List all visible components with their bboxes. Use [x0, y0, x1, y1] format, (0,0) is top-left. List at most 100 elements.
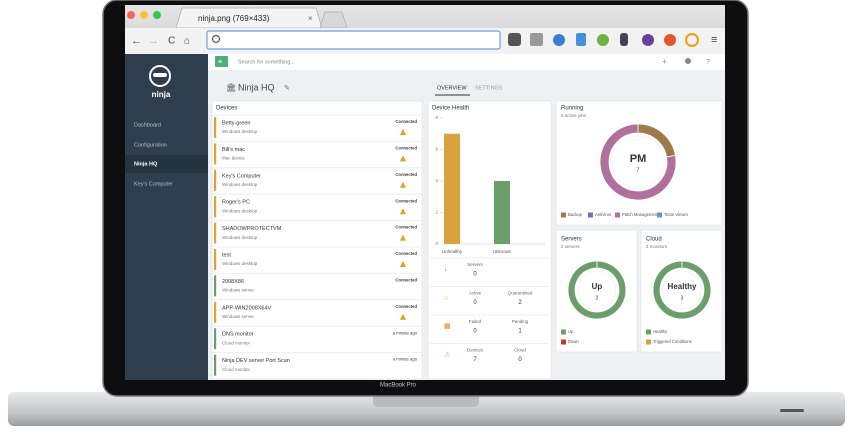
donut-inner [611, 135, 665, 189]
zoom-button[interactable] [153, 11, 161, 19]
panel-subtitle: 2 servers [561, 244, 580, 249]
device-name[interactable]: APP-WIN2008X64V [222, 305, 272, 311]
home-button[interactable]: ⌂ [184, 36, 190, 47]
device-type: Cloud monitor [222, 340, 251, 345]
bar [444, 133, 460, 244]
device-name[interactable]: test [222, 252, 231, 258]
close-button[interactable] [127, 11, 135, 19]
device-status: Connected [395, 146, 417, 151]
menu-toggle[interactable] [215, 56, 228, 67]
edit-icon[interactable]: ✎ [284, 85, 290, 92]
tab-close[interactable]: × [308, 14, 313, 23]
device-name[interactable]: Bill's mac [222, 147, 245, 153]
device-status: Connected [395, 198, 417, 203]
stat-value: 0 [473, 300, 477, 306]
device-status: Connected [395, 278, 417, 283]
extension-icon[interactable] [530, 33, 543, 46]
menu-toggle-icon: ≡ [218, 59, 222, 66]
device-type: Windows desktop [222, 129, 258, 134]
back-button[interactable]: ← [131, 35, 142, 47]
stat-value: 7 [473, 357, 477, 363]
extension-icon[interactable] [597, 34, 609, 46]
legend-swatch [657, 212, 662, 218]
stat-label: Active [469, 291, 482, 296]
status-bar [214, 301, 217, 323]
panel [211, 100, 423, 380]
extension-icon[interactable] [620, 33, 628, 46]
legend-label: Team Viewer [664, 212, 689, 217]
panel-title: Servers [561, 237, 582, 243]
legend-label: Patch Management [622, 212, 659, 217]
extension-icon[interactable] [664, 34, 676, 46]
device-name[interactable]: Ninja DEV server Port Scan [222, 358, 290, 364]
stat-value: 0 [518, 357, 522, 363]
device-type: Windows server [222, 314, 255, 319]
panel-subtitle: 5 active jobs [561, 113, 587, 118]
stat-value: 1 [518, 329, 522, 335]
user-button[interactable] [685, 58, 691, 64]
device-name[interactable]: Betty-green [222, 120, 250, 126]
tab[interactable]: OVERVIEW [437, 85, 467, 91]
status-bar [214, 143, 217, 165]
laptop-base [8, 392, 845, 426]
forward-button[interactable]: → [148, 35, 159, 47]
sidebar-item[interactable]: Dashboard [134, 122, 161, 128]
menu-button[interactable]: ≡ [711, 34, 717, 46]
add-button[interactable]: + [662, 57, 667, 66]
page-icon: 🏛 [226, 83, 236, 92]
panel-subtitle: 3 monitors [646, 244, 668, 249]
donut-value: 7 [637, 167, 640, 173]
stat-icon: ▦ [444, 323, 451, 330]
sidebar-item[interactable]: Ninja HQ [134, 161, 158, 167]
device-name[interactable]: Key's Computer [222, 173, 261, 179]
warning-icon [400, 208, 406, 215]
status-bar [214, 354, 217, 376]
legend-swatch [646, 339, 651, 345]
minimize-button[interactable] [140, 11, 148, 19]
stat-label: Cloud [514, 348, 526, 353]
address-bar[interactable] [206, 30, 501, 50]
laptop-slot [780, 409, 804, 412]
status-bar [214, 196, 217, 218]
device-name[interactable]: 2008X86 [222, 279, 244, 285]
legend-label: Antivirus [595, 212, 611, 217]
device-status: Connected [395, 225, 417, 230]
legend-swatch [615, 212, 620, 218]
stat-value: 0 [473, 329, 477, 335]
device-type: Cloud monitor [222, 367, 251, 372]
tab-title: ninja.png (769×433) [198, 14, 270, 23]
legend-swatch [646, 329, 651, 335]
donut-segment [599, 123, 677, 201]
page-title: Ninja HQ [238, 82, 275, 92]
device-status: a minute ago [393, 357, 418, 362]
device-name[interactable]: SHADOWPROTECTVM [222, 226, 282, 232]
y-tick-label: 2 [435, 210, 438, 215]
sidebar-active [125, 155, 208, 173]
device-name[interactable]: DNS monitor [222, 332, 254, 338]
sidebar-item[interactable]: Configuration [134, 142, 167, 148]
device-type: Windows desktop [222, 261, 258, 266]
extension-icon[interactable] [685, 33, 699, 47]
extension-icon[interactable] [642, 34, 654, 46]
help-button[interactable]: ? [706, 59, 710, 66]
device-status: Connected [395, 251, 417, 256]
reload-button[interactable]: C [168, 36, 175, 47]
device-type: Windows desktop [222, 208, 258, 213]
legend-label: Up [568, 329, 574, 334]
search-placeholder[interactable]: Search for something... [238, 59, 295, 65]
extension-icon[interactable] [576, 33, 586, 46]
donut-inner [662, 270, 702, 310]
warning-icon [400, 234, 406, 241]
extension-icon[interactable] [508, 33, 521, 46]
tab[interactable]: SETTINGS [475, 85, 503, 91]
warning-icon [400, 129, 406, 135]
extension-icon[interactable] [553, 34, 565, 46]
sidebar-item[interactable]: Key's Computer [134, 181, 173, 187]
new-tab[interactable] [319, 11, 348, 29]
bar [494, 181, 510, 244]
device-name[interactable]: Roger's PC [222, 200, 250, 206]
donut-label: PM [630, 153, 647, 165]
stat-icon: ⌂ [444, 294, 448, 301]
